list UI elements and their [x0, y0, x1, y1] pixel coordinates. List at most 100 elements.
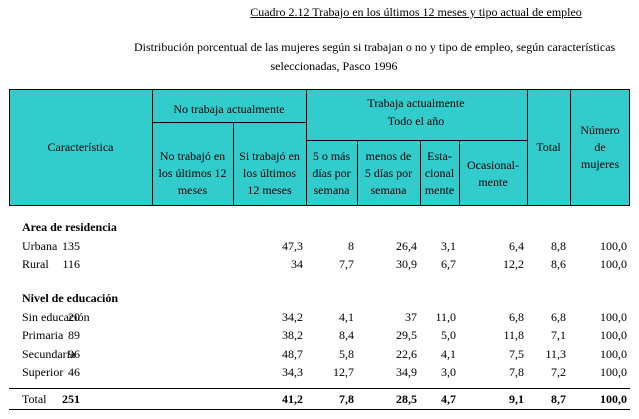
header-cell: de: [594, 140, 606, 154]
cell: 7,8: [509, 365, 524, 379]
cell: 100,0: [600, 238, 627, 253]
header-cell: Trabaja actualmente: [367, 96, 465, 110]
header-cell: menos de: [365, 149, 412, 163]
cell: 47,3: [282, 238, 303, 253]
cell: 11,8: [503, 328, 524, 342]
header-cell: No trabaja actualmente: [173, 102, 285, 116]
cell: 20: [68, 309, 80, 324]
row-label: Total: [22, 392, 47, 406]
header-cell: 5 o más: [312, 149, 351, 163]
cell: 34: [291, 257, 303, 271]
cell: 251: [62, 392, 80, 406]
cell: 29,5: [396, 328, 417, 342]
cell: 46: [68, 365, 80, 379]
rule: [570, 89, 571, 206]
cell: 11,3: [545, 346, 566, 361]
subtitle: seleccionadas, Pasco 1996: [270, 59, 398, 73]
header-cell: Total: [536, 140, 561, 154]
cell: 48,7: [282, 346, 303, 361]
cell: 89: [68, 328, 80, 342]
header-cell: No trabajó en: [159, 149, 226, 163]
cell: 116: [62, 257, 80, 271]
cell: 4,7: [441, 392, 456, 406]
row-label: Rural: [22, 257, 49, 271]
cell: 8,4: [339, 328, 354, 342]
header-cell: Número: [580, 123, 620, 137]
cell: 100,0: [600, 328, 627, 342]
cell: 100,0: [600, 309, 627, 324]
cell: 26,4: [396, 238, 417, 253]
cell: 100,0: [600, 392, 627, 406]
rule: [233, 140, 234, 206]
cell: 34,2: [282, 309, 303, 324]
rule: [420, 140, 421, 206]
cell: 30,9: [396, 257, 417, 271]
cell: 34,3: [282, 365, 303, 379]
title: Cuadro 2.12 Trabajo en los últimos 12 me…: [250, 5, 582, 19]
cell: 100,0: [600, 257, 627, 271]
cell: 8: [348, 238, 354, 253]
header-cell: Todo el año: [387, 114, 445, 128]
header-cell: Ocasional-: [467, 157, 519, 172]
section-title: Area de residencia: [22, 220, 117, 234]
cell: 38,2: [282, 328, 303, 342]
cell: 5,0: [441, 328, 456, 342]
cell: 37: [405, 309, 417, 324]
rule: [233, 122, 234, 140]
rule: [152, 122, 306, 123]
cell: 12,7: [333, 365, 354, 379]
header-cell: cional: [424, 166, 455, 180]
rule: [527, 89, 528, 206]
cell: 6,8: [551, 309, 566, 324]
cell: 8,7: [551, 392, 566, 406]
cell: 100,0: [600, 346, 627, 361]
header-cell: meses: [177, 183, 208, 197]
row-label: Superior: [22, 365, 64, 379]
cell: 7,2: [551, 365, 566, 379]
row-label: Urbana: [22, 238, 58, 253]
cell: 8,8: [551, 238, 566, 253]
subtitle: Distribución porcentual de las mujeres s…: [134, 40, 616, 54]
cell: 7,8: [339, 392, 354, 406]
header-cell: los últimos 12: [158, 166, 227, 180]
cell: 7,5: [509, 346, 524, 361]
cell: 100,0: [600, 365, 627, 379]
cell: 41,2: [282, 392, 303, 406]
cell: 4,1: [339, 309, 354, 324]
section-title: Nivel de educación: [22, 291, 118, 305]
cell: 7,7: [339, 257, 354, 271]
cell: 4,1: [441, 346, 456, 361]
cell: 6,4: [509, 238, 524, 253]
rule: [357, 140, 358, 206]
header-cell: semana: [370, 183, 407, 197]
header-cell: semana: [313, 183, 350, 197]
cell: 6,8: [509, 309, 524, 324]
rule: [9, 409, 630, 410]
cell: 3,1: [441, 238, 456, 253]
rule: [459, 140, 460, 206]
header-cell: días por: [312, 166, 351, 180]
cell: 7,1: [551, 328, 566, 342]
header-cell: Esta-: [427, 149, 452, 163]
cell: 12,2: [503, 257, 524, 271]
cell: 22,6: [396, 346, 417, 361]
cell: 28,5: [396, 392, 417, 406]
header-cell: mujeres: [581, 157, 619, 171]
row-label: Secundaria: [22, 346, 76, 361]
row-label: Primaria: [22, 328, 64, 342]
cell: 34,9: [396, 365, 417, 379]
header-box: [9, 89, 630, 206]
cell: 5,8: [339, 346, 354, 361]
cell: 135: [62, 238, 80, 253]
header-cell: Característica: [47, 140, 114, 154]
rule: [152, 89, 153, 206]
cell: 11,0: [435, 309, 456, 324]
cell: 96: [68, 346, 80, 361]
rule: [306, 89, 307, 206]
cell: 8,6: [551, 257, 566, 271]
header-cell: mente: [478, 174, 508, 189]
cell: 9,1: [509, 392, 524, 406]
row-label: Sin educación: [22, 309, 90, 324]
rule: [306, 140, 527, 141]
